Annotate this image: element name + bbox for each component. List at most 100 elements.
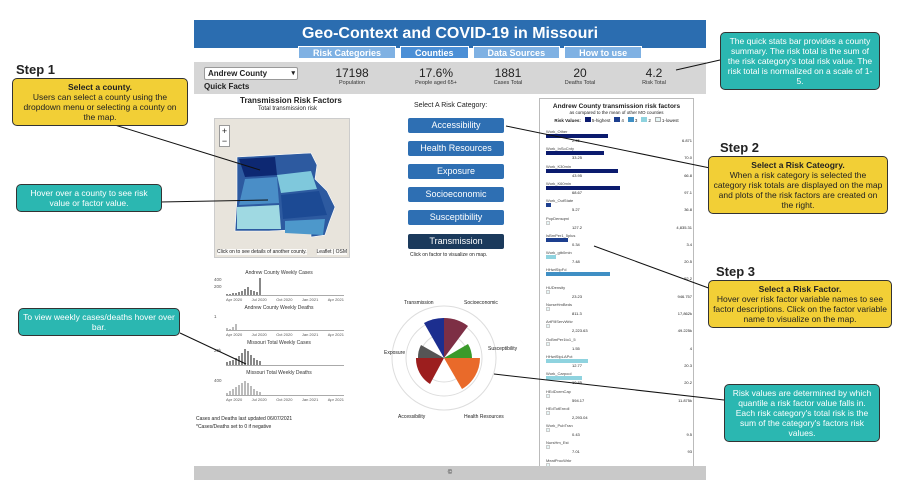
factor-name[interactable]: Work_Other bbox=[546, 129, 568, 134]
factor-bar[interactable] bbox=[546, 307, 550, 311]
factor-panel-title: Andrew County transmission risk factors bbox=[552, 103, 681, 110]
factor-name[interactable]: NurseHmBeds bbox=[546, 302, 573, 307]
factor-max-value: 9.5 bbox=[686, 432, 692, 438]
factor-max-value: 17,862k bbox=[677, 311, 692, 316]
factor-row[interactable]: Work_K30min 43.95 66.8 bbox=[546, 164, 692, 178]
factor-name[interactable]: OcBmPer1to1_5 bbox=[546, 336, 576, 342]
factor-row[interactable]: IsBmPer1_5plus 0.34 3.4 bbox=[546, 233, 692, 247]
category-susceptibility-button[interactable]: Susceptibility bbox=[408, 210, 504, 225]
factor-bar[interactable] bbox=[546, 272, 610, 277]
factor-row[interactable]: Work_gtb0min 7.48 20.5 bbox=[546, 250, 692, 264]
factor-name[interactable]: Work_Carpool bbox=[546, 371, 572, 377]
factor-row[interactable]: Work_Carpool 10.85 20.2 bbox=[546, 371, 692, 385]
factor-row[interactable]: HEdTotEnroll 2,293.04 bbox=[546, 406, 692, 420]
factor-bar[interactable] bbox=[546, 445, 550, 450]
factor-name[interactable]: HEdTotEnroll bbox=[546, 405, 570, 411]
factor-name[interactable]: HUDensity bbox=[546, 284, 566, 290]
factor-name[interactable]: HHwtStpLAPct bbox=[546, 353, 573, 359]
factor-name[interactable]: Work_InSoCnty bbox=[546, 146, 574, 152]
radar-slice-susceptibility[interactable] bbox=[444, 344, 472, 358]
bar-series[interactable] bbox=[226, 278, 344, 296]
tab-data-sources[interactable]: Data Sources bbox=[472, 46, 561, 59]
factor-bar[interactable] bbox=[546, 410, 550, 415]
factor-bar[interactable] bbox=[546, 255, 556, 260]
factor-bar[interactable] bbox=[546, 134, 608, 138]
factor-bar[interactable] bbox=[546, 168, 618, 173]
factor-row[interactable]: HUDensity 23.23 946.757 bbox=[546, 285, 692, 299]
stat-label: Deaths Total bbox=[564, 80, 596, 86]
factor-bar[interactable] bbox=[546, 185, 620, 190]
factor-name[interactable]: PopDensqmi bbox=[546, 215, 569, 221]
tab-how-to-use[interactable]: How to use bbox=[564, 46, 643, 59]
category-transmission-button[interactable]: Transmission bbox=[408, 234, 504, 249]
quick-stats-bar: Andrew County ▾ Quick Facts 17198 Popula… bbox=[194, 62, 706, 94]
radar-slice-accessibility[interactable] bbox=[415, 358, 444, 384]
zoom-control[interactable]: + − bbox=[219, 125, 230, 147]
factor-name[interactable]: Work_OutState bbox=[546, 198, 574, 204]
bar-series[interactable] bbox=[226, 313, 344, 331]
data-updated-note: Cases and Deaths last updated 06/07/2021 bbox=[196, 416, 293, 422]
factor-row[interactable]: Work_PubTran 0.43 9.5 bbox=[546, 423, 692, 437]
factor-row[interactable]: HHwtStpFd 52.2 bbox=[546, 267, 692, 281]
tab-risk-categories[interactable]: Risk Categories bbox=[298, 46, 397, 59]
factor-bar[interactable] bbox=[546, 151, 604, 156]
stat-cases: 1881 Cases Total bbox=[478, 66, 538, 86]
weekly-chart-county-deaths[interactable]: Andrew County Weekly Deaths 1 Apr 2020 Ju… bbox=[214, 305, 344, 337]
factor-county-value: 2,293.04 bbox=[572, 414, 588, 420]
missouri-shape[interactable] bbox=[215, 119, 350, 258]
factor-row[interactable]: PopDensqmi 127.2 4,835.31 bbox=[546, 216, 692, 230]
map-attribution[interactable]: Leaflet | OSM bbox=[316, 249, 347, 255]
factor-row[interactable]: NurseHmBeds 811.3 17,862k bbox=[546, 302, 692, 316]
radar-slice-exposure[interactable] bbox=[417, 345, 444, 358]
factor-bar[interactable] bbox=[546, 237, 568, 242]
radar-slice-transmission[interactable] bbox=[424, 317, 444, 358]
tab-counties[interactable]: Counties bbox=[400, 46, 469, 59]
factor-name[interactable]: HHwtStpFd bbox=[546, 267, 567, 273]
chart-title: Andrew County Weekly Deaths bbox=[244, 305, 314, 311]
category-exposure-button[interactable]: Exposure bbox=[408, 164, 504, 179]
category-socioeconomic-button[interactable]: Socioeconomic bbox=[408, 187, 504, 202]
factor-row[interactable]: Work_OutState 5.27 36.8 bbox=[546, 198, 692, 212]
factor-name[interactable]: Work_gtb0min bbox=[546, 250, 572, 256]
stat-value: 17198 bbox=[335, 66, 369, 80]
factor-bar[interactable] bbox=[546, 358, 588, 363]
factor-row[interactable]: OcBmPer1to1_5 1.55 4 bbox=[546, 337, 692, 351]
factor-row[interactable]: Work_K60min 68.67 97.1 bbox=[546, 181, 692, 195]
factor-row[interactable]: ArtFillServWrkr 2,223.63 49.225k bbox=[546, 319, 692, 333]
factor-row[interactable]: Work_InSoCnty 33.25 70.0 bbox=[546, 146, 692, 160]
county-dropdown[interactable]: Andrew County ▾ bbox=[204, 67, 298, 80]
factor-name[interactable]: Work_K30min bbox=[546, 163, 572, 169]
county-map[interactable]: + − Click on to see details of another co… bbox=[214, 118, 350, 258]
factor-county-value: 811.3 bbox=[572, 311, 582, 316]
factor-bar[interactable] bbox=[546, 428, 550, 433]
factor-row[interactable]: HHwtStpLAPct 12.77 20.3 bbox=[546, 354, 692, 368]
factor-row[interactable]: NursHm_Est 7.01 93 bbox=[546, 440, 692, 454]
radar-slice-socioeconomic[interactable] bbox=[444, 318, 468, 358]
factor-max-value: 52.2 bbox=[684, 276, 692, 282]
category-accessibility-button[interactable]: Accessibility bbox=[408, 118, 504, 133]
factor-bar[interactable] bbox=[546, 220, 550, 225]
category-note: Click on factor to visualize on map. bbox=[410, 252, 488, 258]
category-header: Select A Risk Category: bbox=[414, 102, 488, 109]
factor-bar[interactable] bbox=[546, 341, 550, 346]
factor-bar[interactable] bbox=[546, 324, 550, 329]
factor-bar[interactable] bbox=[546, 376, 582, 381]
radar-slice-health-resources[interactable] bbox=[444, 358, 480, 389]
weekly-chart-county-cases[interactable]: Andrew County Weekly Cases 400 200 Apr 2… bbox=[214, 270, 344, 302]
bar-series[interactable] bbox=[226, 378, 344, 396]
factor-name[interactable]: IsBmPer1_5plus bbox=[546, 232, 576, 238]
weekly-chart-mo-deaths[interactable]: Missouri Total Weekly Deaths 400 Apr 202… bbox=[214, 370, 344, 402]
factor-name[interactable]: MeatProcWrkr bbox=[546, 457, 572, 463]
factor-name[interactable]: NursHm_Est bbox=[546, 440, 569, 446]
factor-bar[interactable] bbox=[546, 289, 550, 294]
factor-bar[interactable] bbox=[546, 203, 551, 208]
radar-svg[interactable] bbox=[384, 296, 534, 436]
factor-name[interactable]: ArtFillServWrkr bbox=[546, 319, 573, 325]
factor-name[interactable]: HEdDormCap bbox=[546, 388, 571, 394]
category-health-resources-button[interactable]: Health Resources bbox=[408, 141, 504, 156]
factor-name[interactable]: Work_K60min bbox=[546, 180, 572, 186]
factor-bar[interactable] bbox=[546, 393, 550, 398]
factor-row[interactable]: HEdDormCap 594.17 11.875k bbox=[546, 389, 692, 403]
factor-name[interactable]: Work_PubTran bbox=[546, 423, 573, 429]
radar-chart[interactable]: Transmission Socioeconomic Susceptibilit… bbox=[384, 296, 534, 436]
